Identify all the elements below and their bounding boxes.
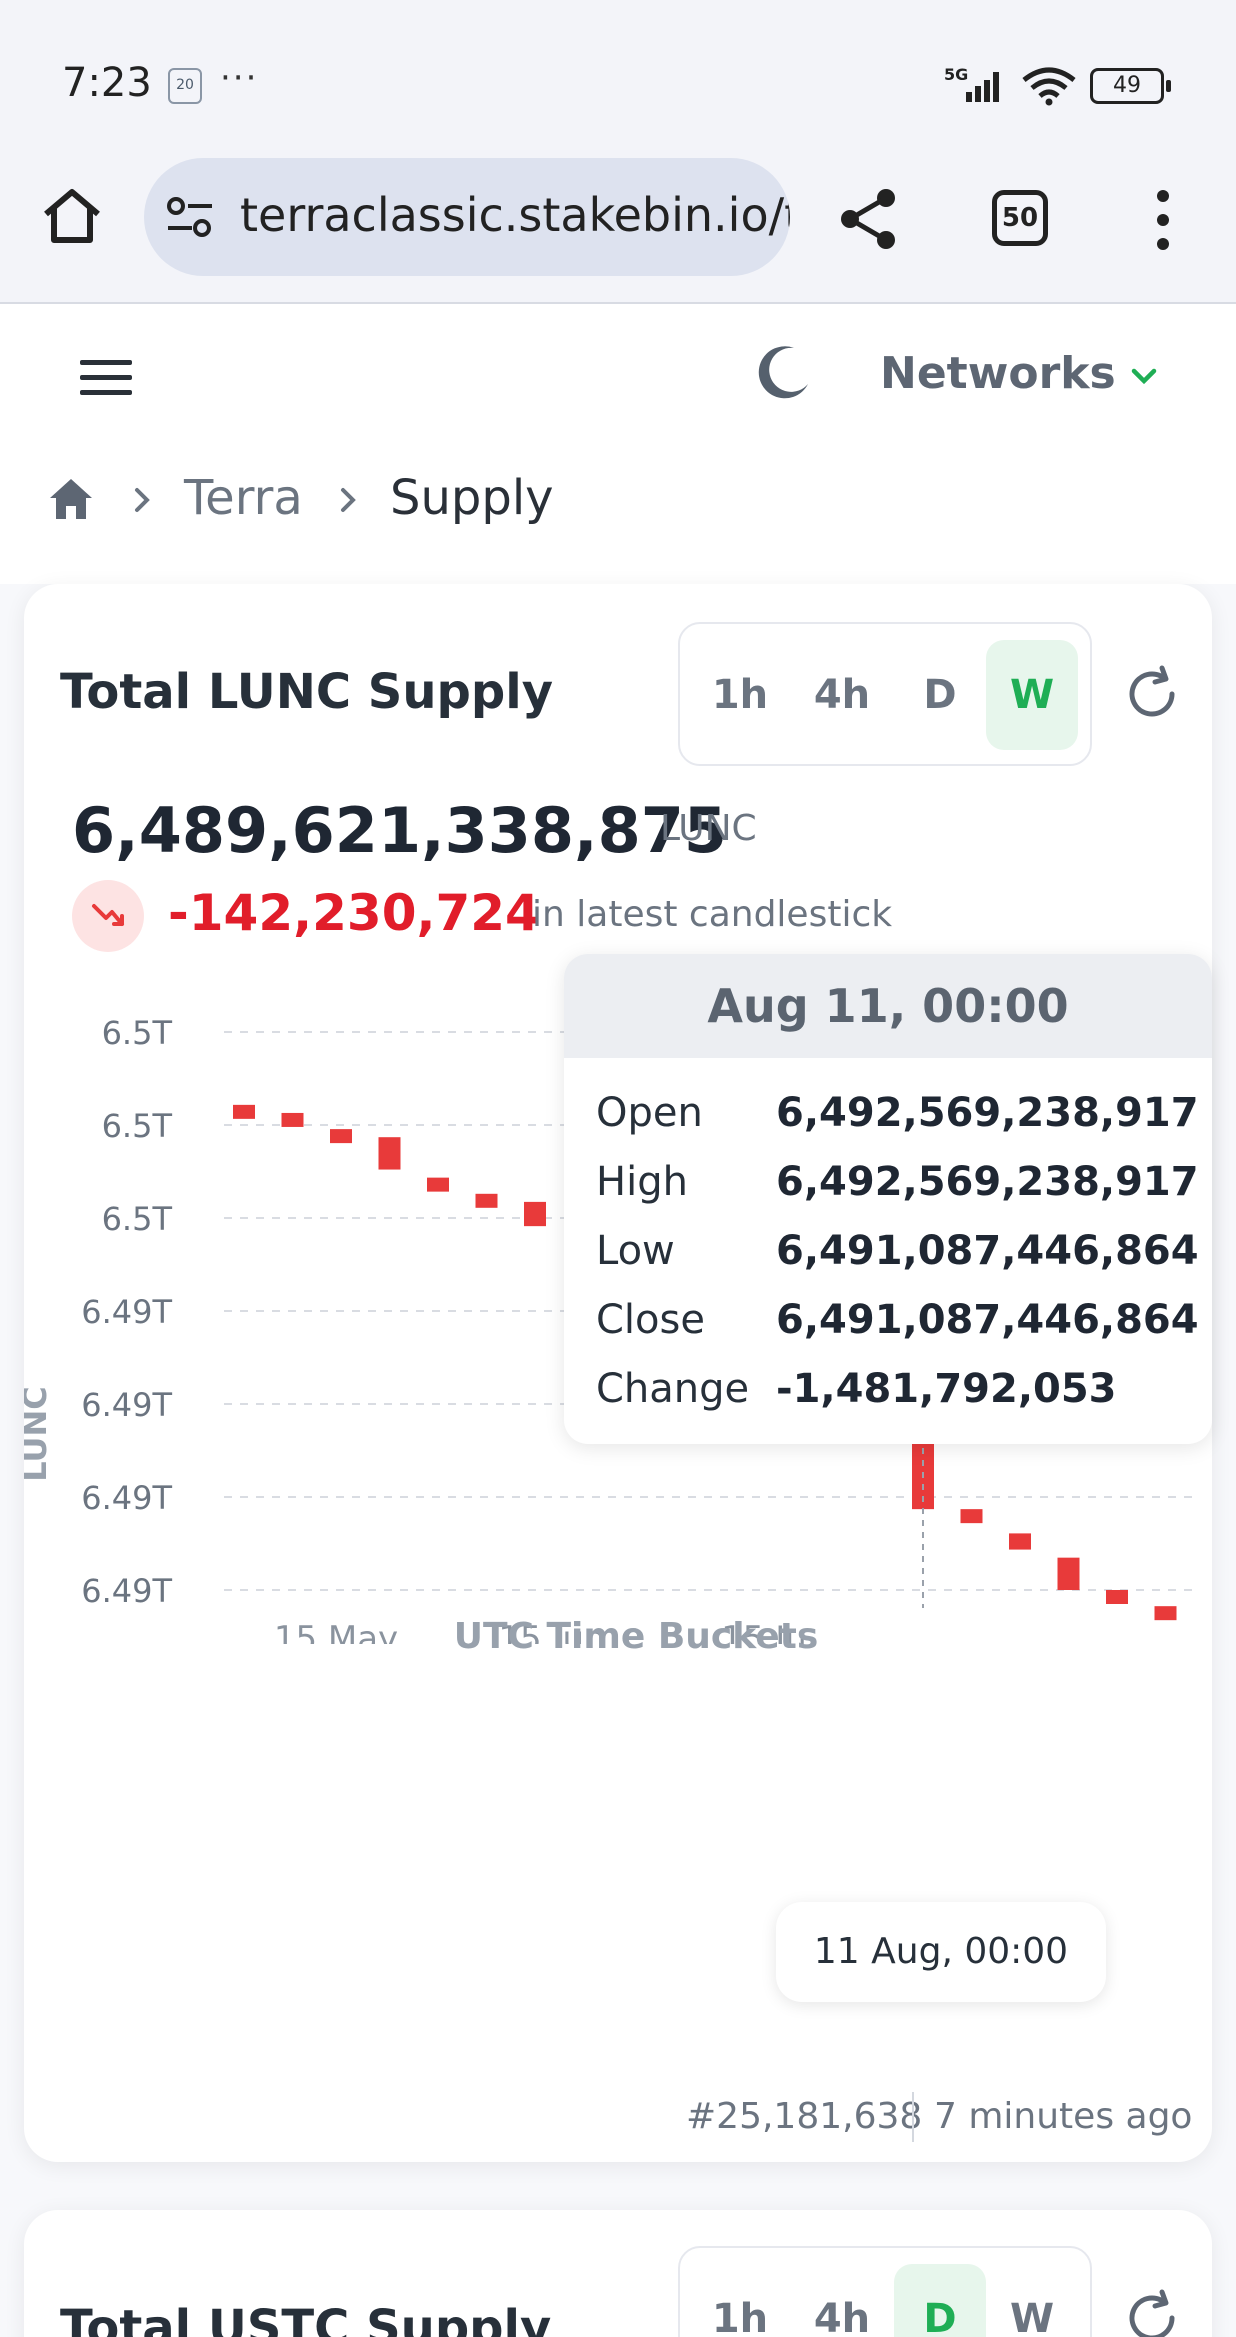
x-tick-label: 15 Ju [721,1619,807,1644]
crosshair-x-label: 11 Aug, 00:00 [776,1902,1106,2002]
timeframe-4h-button[interactable]: 4h [813,672,871,718]
y-tick-label: 6.49T [81,1293,172,1331]
candle-tooltip: Aug 11, 00:00 Open 6,492,569,238,917 Hig… [564,954,1212,1444]
tooltip-label: Close [596,1297,705,1343]
tooltip-value: -1,481,792,053 [776,1366,1117,1412]
site-settings-icon[interactable] [166,196,214,240]
trending-down-icon [72,880,144,952]
supply-change-value: -142,230,724 [168,884,540,942]
chevron-right-icon [341,488,356,512]
tooltip-row-high: High 6,492,569,238,917 [596,1159,1199,1227]
candle [475,1193,498,1208]
tooltip-row-close: Close 6,491,087,446,864 [596,1297,1199,1365]
share-icon[interactable] [836,186,902,252]
candle [1154,1606,1177,1621]
card-title: Total LUNC Supply [60,664,554,720]
dark-mode-toggle-icon[interactable] [754,342,814,402]
app-header: Networks [0,304,1236,444]
timeframe-1h-button[interactable]: 1h [711,672,769,718]
timeframe-d-button[interactable]: D [923,672,957,718]
networks-dropdown[interactable]: Networks [880,348,1116,399]
status-bar: 7:23 20 ··· 5G 49 [0,0,1236,150]
tooltip-value: 6,491,087,446,864 [776,1228,1199,1274]
candle [378,1137,401,1170]
last-updated-time: 7 minutes ago [934,2096,1193,2137]
candle [1009,1533,1031,1550]
tooltip-label: Change [596,1366,750,1412]
candle [330,1129,352,1144]
timeframe-4h-button[interactable]: 4h [813,2296,871,2337]
tooltip-value: 6,492,569,238,917 [776,1090,1199,1136]
tooltip-row-open: Open 6,492,569,238,917 [596,1090,1199,1158]
tab-switcher-button[interactable]: 50 [992,190,1048,246]
y-tick-label: 6.5T [102,1107,173,1145]
ustc-supply-card: Total USTC Supply 1h 4h D W [24,2210,1212,2337]
breadcrumb-home-icon[interactable] [46,474,96,524]
lunc-supply-card: Total LUNC Supply 1h 4h D W 6,489,621,33… [24,584,1212,2162]
x-tick-label: 15 Jun [498,1619,605,1644]
timeframe-selector: 1h 4h D W [678,2246,1092,2337]
browser-menu-icon[interactable] [1148,188,1178,252]
supply-change-note: in latest candlestick [532,894,893,935]
network-type-label: 5G [944,65,968,84]
supply-unit: LUNC [660,808,757,849]
wifi-icon [1022,67,1076,106]
footer-divider [912,2092,914,2142]
candle [960,1509,983,1524]
timeframe-1h-button[interactable]: 1h [711,2296,769,2337]
chevron-down-icon[interactable] [1126,362,1162,392]
timeframe-d-button[interactable]: D [894,2264,986,2337]
tooltip-row-change: Change -1,481,792,053 [596,1366,1196,1434]
address-bar[interactable]: terraclassic.stakebin.io/t [144,158,790,276]
y-tick-label: 6.49T [81,1479,172,1517]
candle [427,1177,449,1192]
tooltip-value: 6,492,569,238,917 [776,1159,1199,1205]
card-title: Total USTC Supply [60,2300,552,2337]
y-tick-label: 6.5T [102,1200,173,1238]
breadcrumb-terra[interactable]: Terra [184,470,303,526]
total-supply-value: 6,489,621,338,875 [72,794,728,867]
block-height[interactable]: #25,181,638 [686,2096,923,2137]
timeframe-w-button[interactable]: W [1009,2296,1055,2337]
tooltip-row-low: Low 6,491,087,446,864 [596,1228,1199,1296]
chevron-right-icon [135,488,150,512]
cellular-signal-icon: 5G [944,65,999,102]
y-tick-label: 6.49T [81,1572,172,1610]
url-text[interactable]: terraclassic.stakebin.io/t [240,188,790,242]
browser-home-icon[interactable] [40,184,104,248]
candle [524,1201,546,1227]
y-tick-label: 6.5T [102,1014,173,1052]
breadcrumb: Terra Supply [0,444,1236,584]
more-notifications-icon: ··· [220,58,259,98]
timeframe-selector: 1h 4h D W [678,622,1092,766]
refresh-icon[interactable] [1120,662,1184,726]
y-tick-label: 6.49T [81,1386,172,1424]
candle [233,1104,255,1119]
calendar-icon: 20 [168,68,202,104]
timeframe-w-button[interactable]: W [986,640,1078,750]
tooltip-title: Aug 11, 00:00 [564,954,1212,1058]
status-time: 7:23 [62,60,152,106]
tooltip-label: Open [596,1090,703,1136]
browser-toolbar: terraclassic.stakebin.io/t 50 [0,150,1236,304]
candle [1057,1557,1080,1590]
tooltip-label: High [596,1159,688,1205]
tooltip-label: Low [596,1228,675,1274]
candle [281,1112,304,1127]
x-tick-label: 15 May [274,1619,398,1644]
hamburger-menu-icon[interactable] [76,356,136,400]
refresh-icon[interactable] [1120,2286,1184,2337]
tooltip-value: 6,491,087,446,864 [776,1297,1199,1343]
breadcrumb-supply: Supply [390,470,554,526]
candle [1106,1590,1128,1604]
y-axis-title: LUNC [24,1386,54,1482]
x-axis-title: UTC Time Buckets [453,1616,819,1657]
battery-icon: 49 [1090,68,1171,104]
